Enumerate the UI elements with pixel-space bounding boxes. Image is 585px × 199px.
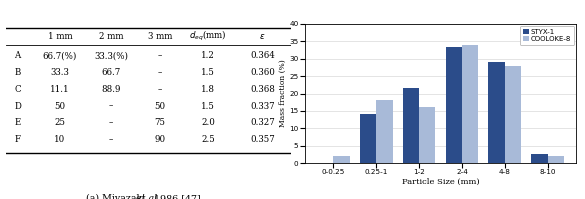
Text: 11.1: 11.1 (50, 85, 70, 94)
Legend: STYX-1, COOLOKE-8: STYX-1, COOLOKE-8 (520, 26, 574, 45)
Text: 0.327: 0.327 (250, 118, 275, 127)
Text: 66.7(%): 66.7(%) (43, 51, 77, 60)
Text: 25: 25 (54, 118, 66, 127)
X-axis label: Particle Size (mm): Particle Size (mm) (402, 178, 479, 186)
Bar (462, 45, 478, 163)
Text: 0.364: 0.364 (250, 51, 275, 60)
Text: 1.8: 1.8 (201, 85, 215, 94)
Y-axis label: Mass fraction (%): Mass fraction (%) (278, 60, 287, 127)
Text: 0.368: 0.368 (250, 85, 275, 94)
Bar (531, 154, 548, 163)
Bar (333, 156, 350, 163)
Text: A: A (15, 51, 20, 60)
Text: 2.0: 2.0 (201, 118, 215, 127)
Text: –: – (109, 118, 113, 127)
Text: 0.360: 0.360 (250, 68, 275, 77)
Text: 88.9: 88.9 (102, 85, 121, 94)
Text: 50: 50 (54, 101, 66, 111)
Text: F: F (15, 135, 20, 144)
Bar (419, 107, 435, 163)
Text: 33.3: 33.3 (50, 68, 70, 77)
Text: D: D (15, 101, 21, 111)
Text: 1.5: 1.5 (201, 68, 215, 77)
Text: 2 mm: 2 mm (99, 32, 123, 41)
Text: 90: 90 (154, 135, 166, 144)
Text: 1.5: 1.5 (201, 101, 215, 111)
Bar (505, 66, 521, 163)
Bar (403, 88, 419, 163)
Text: 0.357: 0.357 (250, 135, 275, 144)
Text: $\varepsilon$: $\varepsilon$ (259, 32, 266, 41)
Text: –: – (109, 135, 113, 144)
Text: E: E (15, 118, 20, 127)
Text: –: – (157, 85, 162, 94)
Text: (a) Miyazaki: (a) Miyazaki (86, 194, 149, 199)
Text: B: B (15, 68, 20, 77)
Bar (488, 62, 505, 163)
Text: –: – (157, 68, 162, 77)
Text: 2.5: 2.5 (201, 135, 215, 144)
Text: 50: 50 (154, 101, 166, 111)
Bar (548, 156, 564, 163)
Bar (376, 100, 393, 163)
Text: –: – (109, 101, 113, 111)
Text: $d_{eq}$(mm): $d_{eq}$(mm) (190, 29, 227, 43)
Text: , 1986 [47]: , 1986 [47] (149, 194, 201, 199)
Text: 33.3(%): 33.3(%) (94, 51, 128, 60)
Text: 3 mm: 3 mm (147, 32, 172, 41)
Text: 75: 75 (154, 118, 165, 127)
Text: 10: 10 (54, 135, 66, 144)
Text: –: – (157, 51, 162, 60)
Bar (446, 47, 462, 163)
Bar (360, 114, 376, 163)
Text: 0.337: 0.337 (250, 101, 275, 111)
Text: 66.7: 66.7 (102, 68, 121, 77)
Text: et al.: et al. (136, 194, 160, 199)
Text: 1.2: 1.2 (201, 51, 215, 60)
Text: C: C (15, 85, 21, 94)
Text: 1 mm: 1 mm (48, 32, 73, 41)
